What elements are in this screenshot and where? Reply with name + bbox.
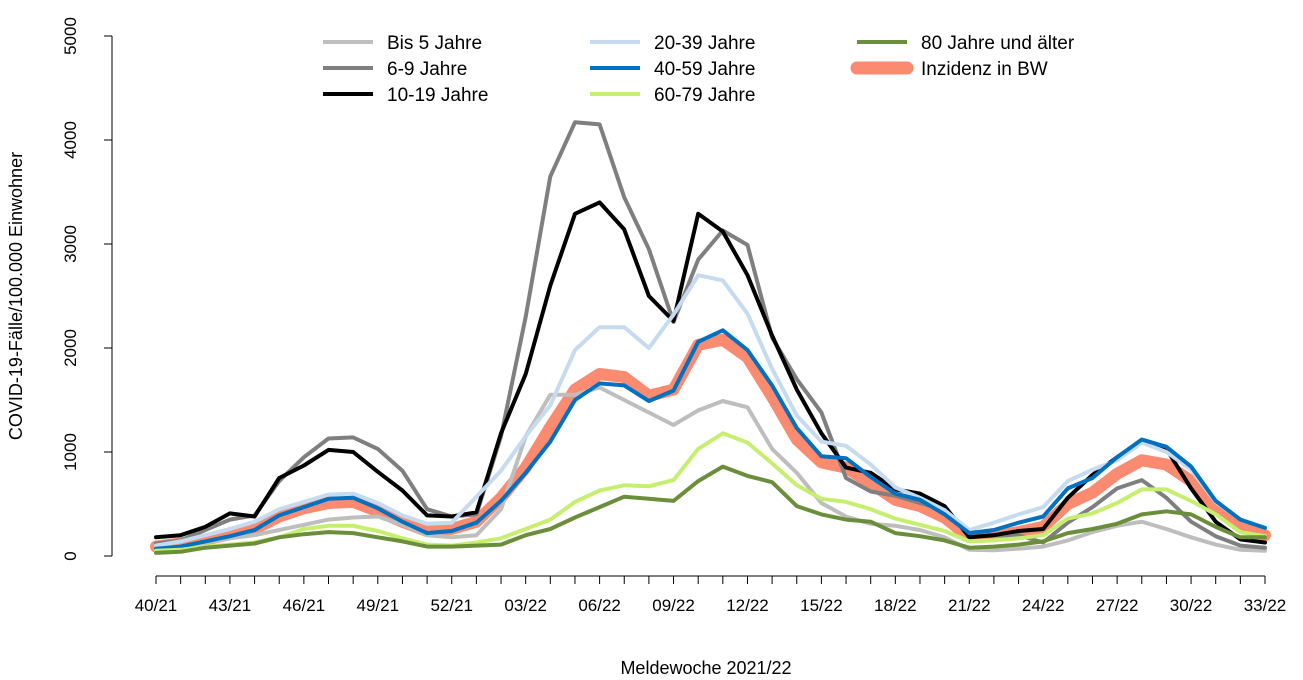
legend-label-6-9-jahre: 6-9 Jahre: [387, 59, 467, 80]
legend-label-10-19-jahre: 10-19 Jahre: [387, 85, 488, 106]
legend-label-40-59-jahre: 40-59 Jahre: [654, 59, 755, 80]
x-tick-label: 15/22: [800, 596, 843, 615]
x-tick-label: 18/22: [874, 596, 917, 615]
y-axis: 0 1000 2000 3000 4000 5000: [61, 17, 113, 561]
x-tick-label: 30/22: [1170, 596, 1213, 615]
x-tick-label: 52/21: [430, 596, 473, 615]
x-tick-label: 49/21: [357, 596, 400, 615]
series-line-40-59-jahre: [154, 328, 1267, 551]
series-layer: [150, 120, 1271, 555]
x-axis: 40/21 43/21 46/21 49/21 52/21 03/22 06/22 09/22…: [135, 575, 1287, 615]
legend: Bis 5 Jahre 6-9 Jahre 10-19 Jahre 20-39 Jah…: [323, 33, 1075, 106]
x-tick-label: 21/22: [948, 596, 991, 615]
x-tick-label: 40/21: [135, 596, 178, 615]
x-tick-label: 33/22: [1244, 596, 1287, 615]
series-line-80-jahre-und-lter: [154, 464, 1267, 555]
x-tick-label: 12/22: [726, 596, 769, 615]
y-tick-label: 5000: [61, 17, 80, 55]
series-line-10-19-jahre: [154, 200, 1267, 545]
series-line-60-79-jahre: [154, 431, 1267, 553]
legend-label-60-79-jahre: 60-79 Jahre: [654, 85, 755, 106]
x-axis-title: Meldewoche 2021/22: [620, 658, 791, 678]
y-tick-label: 2000: [61, 329, 80, 367]
x-tick-label: 03/22: [504, 596, 547, 615]
x-tick-label: 06/22: [578, 596, 621, 615]
x-tick-label: 43/21: [209, 596, 252, 615]
x-tick-label: 24/22: [1022, 596, 1065, 615]
legend-label-80-jahre-und-lter: 80 Jahre und älter: [921, 33, 1075, 54]
y-tick-label: 1000: [61, 433, 80, 471]
y-tick-label: 0: [61, 551, 80, 560]
legend-label-inzidenz-in-bw: Inzidenz in BW: [921, 59, 1048, 80]
x-tick-label: 27/22: [1096, 596, 1139, 615]
legend-label-bis-5-jahre: Bis 5 Jahre: [387, 33, 482, 54]
x-tick-label: 46/21: [283, 596, 326, 615]
series-line-bis-5-jahre: [154, 385, 1267, 553]
legend-label-20-39-jahre: 20-39 Jahre: [654, 33, 755, 54]
series-line-20-39-jahre: [154, 273, 1267, 548]
y-tick-label: 4000: [61, 121, 80, 159]
series-line-inzidenz-in-bw: [150, 333, 1271, 553]
x-tick-label: 09/22: [652, 596, 695, 615]
y-tick-label: 3000: [61, 225, 80, 263]
y-axis-title: COVID-19-Fälle/100.000 Einwohner: [6, 152, 26, 440]
